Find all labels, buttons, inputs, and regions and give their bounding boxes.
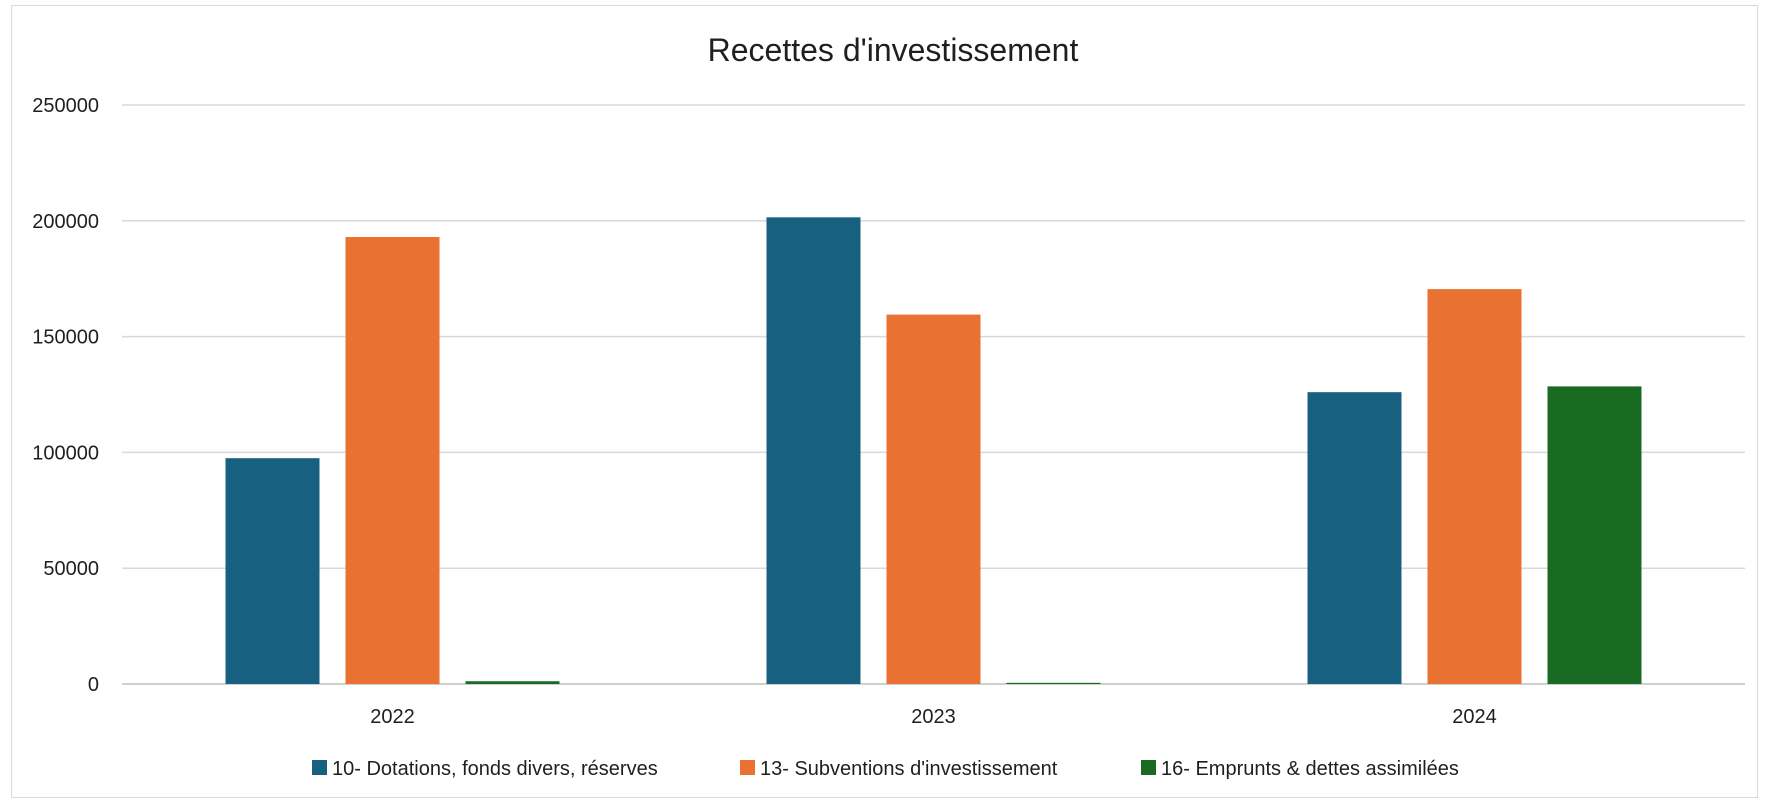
- bar-2022-series-2: [345, 237, 440, 684]
- y-tick-label: 200000: [32, 211, 99, 233]
- bar-2022-series-3: [465, 681, 560, 684]
- y-tick-label: 150000: [32, 327, 99, 349]
- x-tick-label: 2023: [911, 706, 956, 728]
- y-tick-label: 100000: [32, 442, 99, 464]
- bars: [225, 217, 1642, 685]
- y-tick-label: 250000: [32, 95, 99, 117]
- legend: 10- Dotations, fonds divers, réserves 13-…: [312, 758, 1459, 780]
- legend-swatch: [740, 760, 755, 775]
- legend-label: 16- Emprunts & dettes assimilées: [1161, 758, 1459, 780]
- bar-2024-series-1: [1307, 392, 1402, 684]
- chart-title: Recettes d'investissement: [708, 32, 1079, 68]
- bar-2023-series-1: [766, 217, 861, 685]
- y-tick-label: 0: [88, 674, 99, 696]
- bar-2023-series-3: [1006, 682, 1101, 684]
- y-axis-ticks: 0 50000 100000 150000 200000 250000: [32, 95, 99, 696]
- legend-swatch: [1141, 760, 1156, 775]
- x-tick-label: 2024: [1452, 706, 1497, 728]
- bar-2022-series-1: [225, 458, 320, 684]
- y-tick-label: 50000: [43, 558, 99, 580]
- bar-2024-series-3: [1547, 386, 1642, 684]
- bar-2024-series-2: [1427, 289, 1522, 684]
- legend-label: 13- Subventions d'investissement: [760, 758, 1058, 780]
- x-tick-label: 2022: [370, 706, 415, 728]
- bar-2023-series-2: [886, 314, 981, 684]
- legend-swatch: [312, 760, 327, 775]
- x-axis-ticks: 2022 2023 2024: [370, 706, 1497, 728]
- legend-label: 10- Dotations, fonds divers, réserves: [332, 758, 658, 780]
